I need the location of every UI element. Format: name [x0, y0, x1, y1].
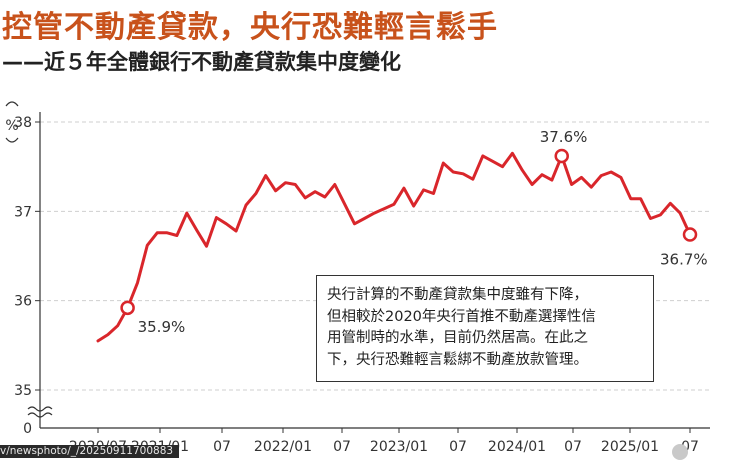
- annotation-line: 用管制時的水準，目前仍然居高。在此之: [327, 330, 588, 346]
- series-line: [96, 151, 692, 343]
- data-label: 36.7%: [660, 251, 708, 269]
- watermark: v/newsphoto/_/20250911700883: [0, 445, 180, 458]
- x-tick-label: 2025/01: [601, 439, 659, 455]
- data-point: [682, 227, 698, 242]
- x-tick-label: 07: [564, 439, 582, 455]
- annotation-line: 央行計算的不動產貸款集中度雖有下降，: [327, 287, 588, 303]
- watermark-icon: [672, 444, 688, 460]
- x-tick-label: 07: [449, 439, 467, 455]
- data-label: 37.6%: [540, 128, 588, 146]
- axis-break-icon: [27, 412, 53, 418]
- annotation-box: 央行計算的不動產貸款集中度雖有下降， 但相較於2020年央行首推不動產選擇性信 …: [316, 275, 654, 382]
- data-point: [554, 148, 569, 164]
- x-tick-label: 2023/01: [370, 439, 428, 455]
- y-tick-label: 36: [14, 294, 32, 310]
- axis-break-icon: [27, 406, 53, 412]
- annotation-line: 但相較於2020年央行首推不動產選擇性信: [327, 308, 596, 325]
- data-point: [120, 300, 135, 316]
- unit-bracket-icon: [5, 101, 19, 107]
- y-tick-label: 37: [14, 204, 32, 220]
- x-tick-label: 2022/01: [254, 439, 312, 455]
- x-tick-label: 2024/01: [488, 439, 546, 455]
- x-tick-label: 07: [213, 439, 231, 455]
- chart-subtitle: ——近５年全體銀行不動產貸款集中度變化: [2, 50, 401, 74]
- annotation-line: 下，央行恐難輕言鬆綁不動產放款管理。: [327, 351, 588, 368]
- y-zero-label: 0: [23, 421, 32, 437]
- unit-bracket-icon: [5, 137, 19, 143]
- y-tick-label: 35: [14, 383, 32, 399]
- x-tick-label: 07: [333, 439, 351, 455]
- y-tick-label: 38: [14, 115, 32, 131]
- chart-title: 控管不動產貸款，央行恐難輕言鬆手: [2, 10, 498, 45]
- data-label: 35.9%: [138, 318, 186, 336]
- y-unit-label: %: [5, 118, 18, 134]
